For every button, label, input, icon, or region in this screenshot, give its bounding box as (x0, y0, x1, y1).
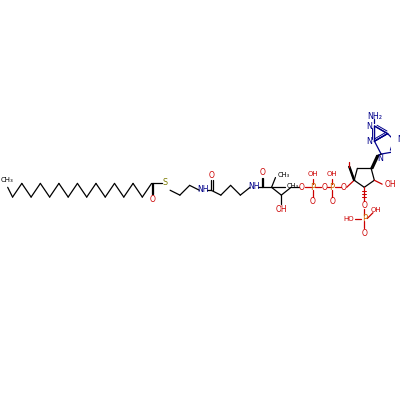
Text: O: O (361, 201, 367, 210)
Text: CH₃: CH₃ (287, 183, 299, 189)
Text: CH₃: CH₃ (0, 178, 13, 184)
Text: OH: OH (307, 171, 318, 177)
Text: O: O (341, 183, 347, 192)
Text: S: S (163, 178, 168, 187)
Text: CH₃: CH₃ (277, 172, 289, 178)
Text: NH: NH (248, 182, 260, 191)
Text: P: P (310, 183, 315, 192)
Text: P: P (330, 183, 335, 192)
Text: N: N (367, 122, 372, 130)
Text: P: P (362, 214, 367, 223)
Text: NH₂: NH₂ (367, 112, 382, 121)
Text: O: O (209, 171, 215, 180)
Text: N: N (367, 137, 372, 146)
Text: OH: OH (384, 180, 396, 189)
Text: N: N (377, 154, 383, 164)
Text: OH: OH (327, 171, 337, 177)
Text: O: O (329, 198, 335, 206)
Text: O: O (260, 168, 266, 177)
Text: HO: HO (343, 216, 354, 222)
Text: O: O (149, 194, 155, 204)
Text: NH: NH (198, 185, 209, 194)
Text: N: N (397, 135, 400, 144)
Text: O: O (299, 183, 305, 192)
Text: OH: OH (276, 205, 287, 214)
Text: O: O (361, 229, 367, 238)
Text: O: O (310, 198, 316, 206)
Text: O: O (321, 183, 327, 192)
Text: OH: OH (371, 207, 381, 213)
